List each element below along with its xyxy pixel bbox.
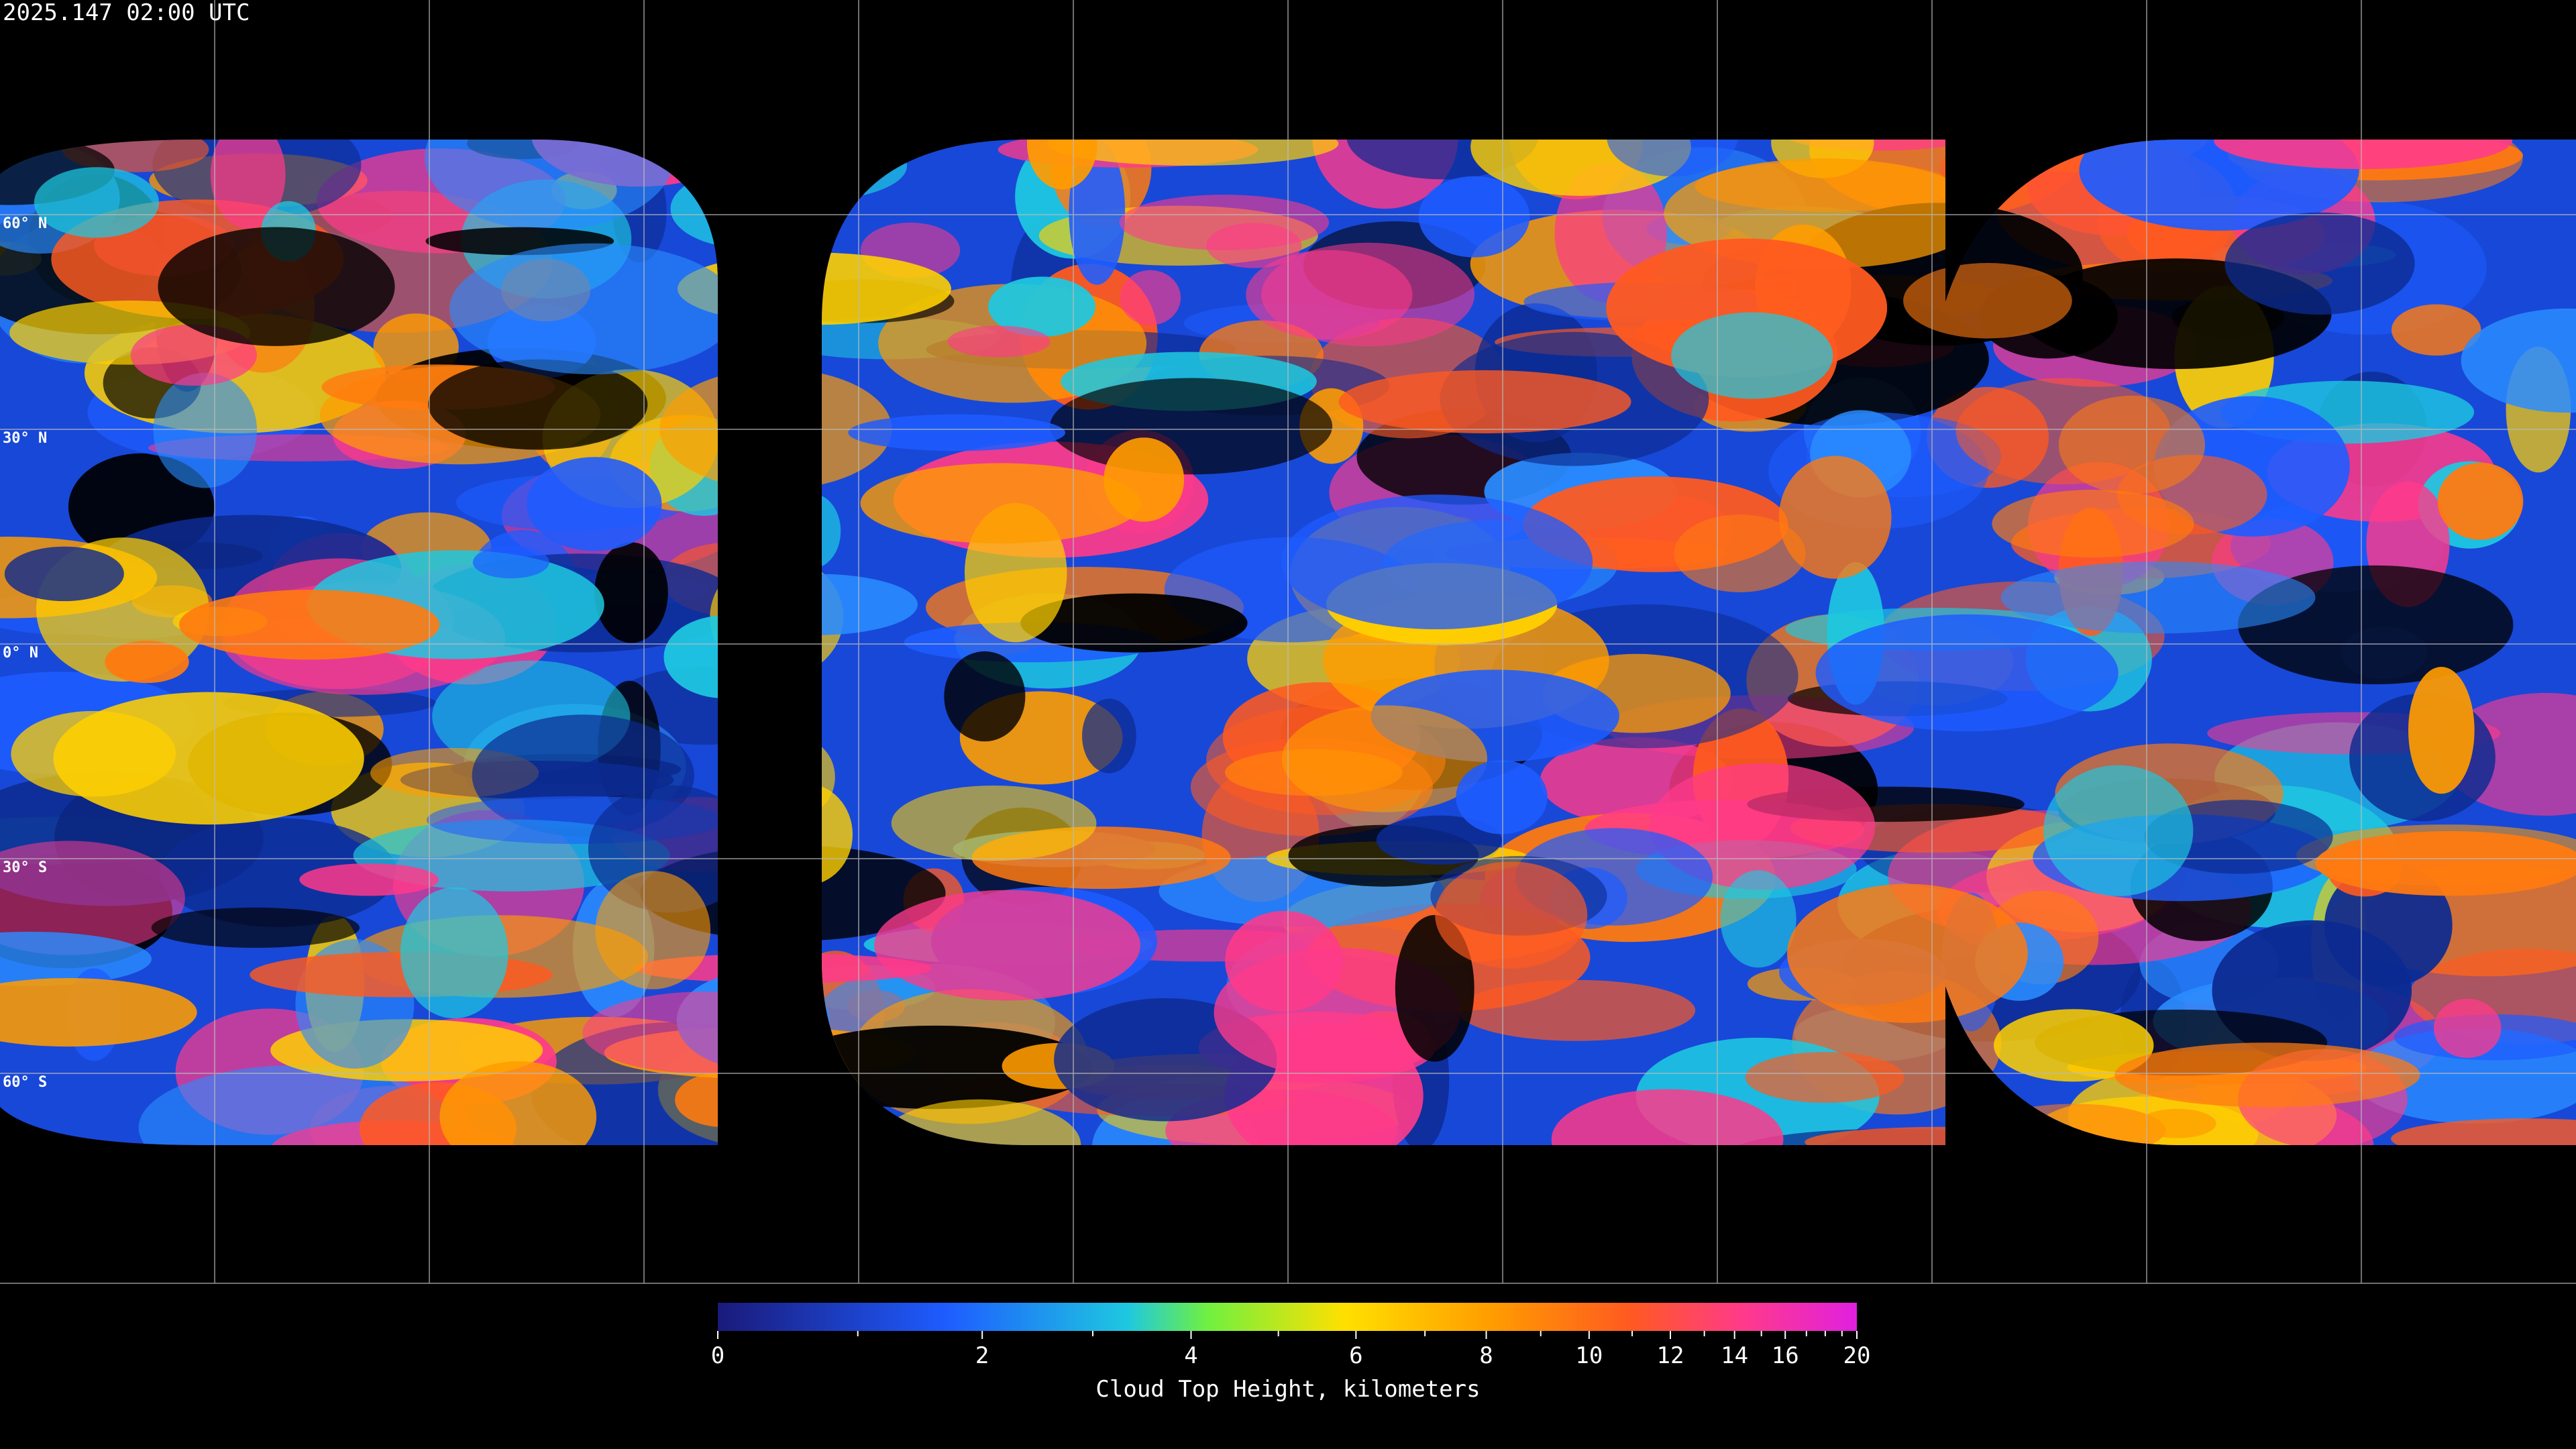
cloud-patch xyxy=(0,978,197,1047)
cloud-patch xyxy=(2224,212,2415,315)
cloud-patch xyxy=(2433,998,2502,1058)
cloud-patch xyxy=(1435,861,1588,969)
cloud-patch xyxy=(1338,370,1631,433)
cloud-patch xyxy=(594,542,668,643)
cloud-patch xyxy=(1026,140,1097,190)
cloud-patch xyxy=(2391,304,2481,356)
cloud-patch xyxy=(1050,378,1333,475)
colorbar xyxy=(718,1303,1857,1331)
lat-label: 0° N xyxy=(3,645,38,661)
cloud-patch xyxy=(1745,1052,1904,1103)
cloud-patch xyxy=(2439,692,2576,816)
cloud-patch xyxy=(2114,1042,2420,1108)
colorbar-tick-label: 12 xyxy=(1657,1342,1684,1369)
cloud-patch xyxy=(1119,195,1330,250)
cloud-patch xyxy=(1778,455,1892,579)
cloud-patch xyxy=(944,651,1026,742)
cloud-patch xyxy=(0,841,185,955)
cloud-patch xyxy=(299,863,439,896)
cloud-patch xyxy=(1082,698,1136,773)
cloud-patch xyxy=(2138,1108,2216,1138)
cloud-patch xyxy=(2391,1118,2576,1145)
cloud-patch xyxy=(1120,270,1181,325)
colorbar-tick-label: 6 xyxy=(1349,1342,1362,1369)
cloud-patch xyxy=(428,359,648,450)
cloud-patch xyxy=(1786,883,2028,1023)
colorbar-tick-label: 2 xyxy=(975,1342,989,1369)
lat-label: 30° S xyxy=(3,859,47,876)
cloud-patch xyxy=(158,227,395,346)
cloud-patch xyxy=(527,457,662,551)
cloud-patch xyxy=(1674,515,1806,592)
cloud-patch xyxy=(1903,263,2072,339)
colorbar-tick-label: 20 xyxy=(1843,1342,1871,1369)
cloud-patch xyxy=(1020,593,1248,653)
cloud-patch xyxy=(2315,830,2576,896)
cloud-patch xyxy=(2214,140,2513,170)
cloud-patch xyxy=(2408,666,2475,794)
cloud-patch xyxy=(151,907,360,948)
cloud-patch xyxy=(179,590,440,660)
colorbar-tick-label: 10 xyxy=(1575,1342,1603,1369)
cloud-patch xyxy=(449,243,739,374)
cloud-patch xyxy=(2043,765,2194,896)
lat-label: 60° S xyxy=(3,1074,47,1091)
lat-label: 30° N xyxy=(3,430,47,447)
cloud-patch xyxy=(2000,561,2316,634)
cloud-patch xyxy=(947,325,1051,358)
cloud-patch xyxy=(1376,815,1502,865)
colorbar-tick-label: 4 xyxy=(1184,1342,1197,1369)
cloud-patch xyxy=(105,641,189,684)
cloud-patch xyxy=(153,372,258,488)
cloud-patch xyxy=(439,1061,597,1145)
cloud-patch xyxy=(874,890,1140,1001)
cloud-patch xyxy=(1994,1009,2154,1082)
colorbar-tick-label: 0 xyxy=(711,1342,724,1369)
cloud-patch xyxy=(1281,494,1593,630)
cloud-patch xyxy=(1047,140,1339,166)
cloud-patch xyxy=(425,140,674,230)
cloud-patch xyxy=(53,692,364,825)
cloud-patch xyxy=(1456,760,1548,835)
cloud-patch xyxy=(1281,705,1487,812)
cloud-patch xyxy=(1649,763,1876,890)
cloud-patch xyxy=(1671,312,1833,399)
graticule xyxy=(0,0,2576,1284)
cloud-patch xyxy=(891,785,1097,861)
cloud-patch xyxy=(138,1065,456,1145)
cloud-patch xyxy=(2437,462,2524,540)
cloud-patch xyxy=(210,140,286,229)
cloud-patch xyxy=(1395,915,1474,1062)
cloud-patch xyxy=(988,276,1095,337)
cloud-patch xyxy=(1815,614,2118,732)
cloud-patch xyxy=(1992,490,2194,558)
colorbar-label: Cloud Top Height, kilometers xyxy=(1095,1376,1480,1403)
cloud-patch xyxy=(1458,979,1696,1041)
colorbar-tick-label: 14 xyxy=(1721,1342,1748,1369)
cloud-patch xyxy=(1551,1089,1784,1145)
cloud-patch xyxy=(1418,176,1530,258)
colorbar-tick-label: 16 xyxy=(1772,1342,1799,1369)
cloud-patch xyxy=(2058,395,2206,494)
cloud-patch xyxy=(400,887,508,1019)
colorbar-tick-label: 8 xyxy=(1479,1342,1493,1369)
cloud-patch xyxy=(1607,140,1738,177)
cloud-patch xyxy=(860,463,1142,544)
cloud-patch xyxy=(34,167,160,238)
cloud-patch xyxy=(4,546,124,602)
cloud-patch xyxy=(1470,140,1691,197)
timestamp: 2025.147 02:00 UTC xyxy=(3,0,250,26)
cloud-patch xyxy=(595,871,711,989)
cloud-patch xyxy=(2461,308,2576,413)
cloud-patch xyxy=(472,545,549,579)
cloud-patch xyxy=(848,414,1066,451)
cloud-patch xyxy=(1720,870,1796,968)
lat-label: 60° N xyxy=(3,215,47,232)
